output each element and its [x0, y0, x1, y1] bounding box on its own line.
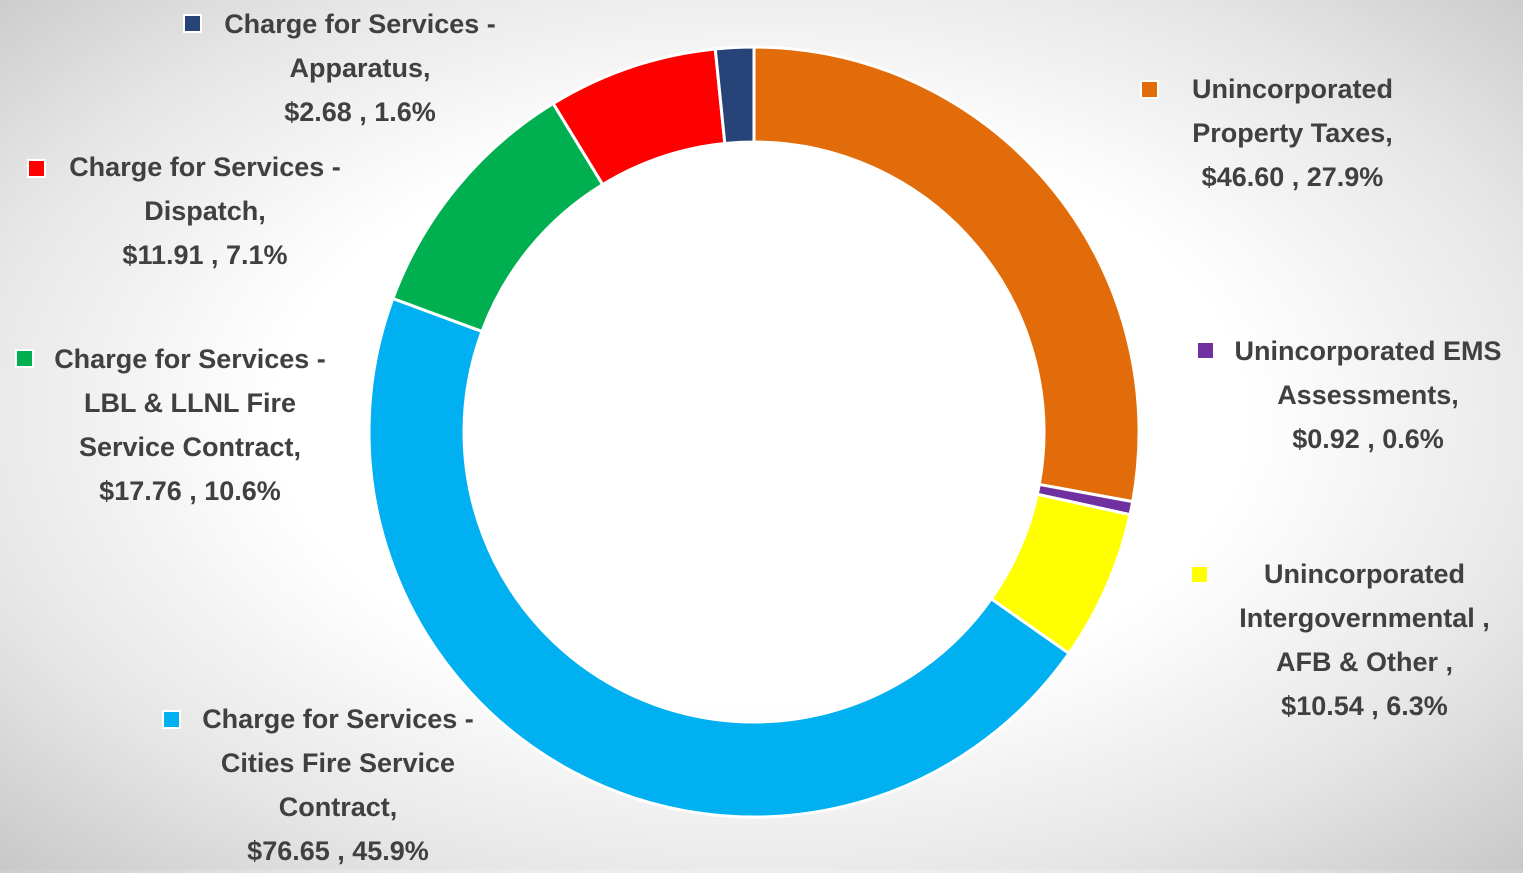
legend-marker — [1190, 565, 1209, 584]
value-label: $0.92 , 0.6% — [1292, 424, 1444, 454]
slice-label: Unincorporated EMS Assessments, $0.92 , 0… — [1218, 329, 1518, 461]
category-label: Charge for Services - Cities Fire Servic… — [202, 704, 474, 822]
value-label: $17.76 , 10.6% — [99, 476, 281, 506]
legend-marker — [1140, 80, 1159, 99]
slice-label: Charge for Services - LBL & LLNL Fire Se… — [40, 337, 340, 513]
legend-marker — [183, 14, 202, 33]
donut-slice — [713, 45, 756, 146]
slice-label: Charge for Services - Apparatus, $2.68 , … — [205, 2, 515, 134]
value-label: $76.65 , 45.9% — [247, 836, 429, 866]
donut-slice — [390, 101, 605, 334]
legend-marker — [162, 710, 181, 729]
category-label: Unincorporated EMS Assessments, — [1234, 336, 1502, 410]
category-label: Unincorporated Property Taxes, — [1191, 74, 1393, 148]
slice-label: Charge for Services - Dispatch, $11.91 , … — [55, 145, 355, 277]
value-label: $11.91 , 7.1% — [122, 240, 288, 270]
value-label: $10.54 , 6.3% — [1281, 691, 1448, 721]
slice-label: Charge for Services - Cities Fire Servic… — [183, 697, 493, 873]
category-label: Unincorporated Intergovernmental , AFB &… — [1239, 559, 1490, 677]
donut-slice — [367, 296, 1072, 819]
slice-label: Unincorporated Intergovernmental , AFB &… — [1212, 552, 1517, 728]
legend-marker — [27, 159, 46, 178]
value-label: $2.68 , 1.6% — [284, 97, 436, 127]
legend-marker — [1196, 341, 1215, 360]
value-label: $46.60 , 27.9% — [1201, 162, 1384, 192]
category-label: Charge for Services - Dispatch, — [69, 152, 341, 226]
donut-slice — [752, 45, 1141, 504]
legend-marker — [15, 349, 34, 368]
slice-label: Unincorporated Property Taxes, $46.60 , 2… — [1155, 67, 1430, 199]
category-label: Charge for Services - Apparatus, — [224, 9, 496, 83]
category-label: Charge for Services - LBL & LLNL Fire Se… — [54, 344, 326, 462]
